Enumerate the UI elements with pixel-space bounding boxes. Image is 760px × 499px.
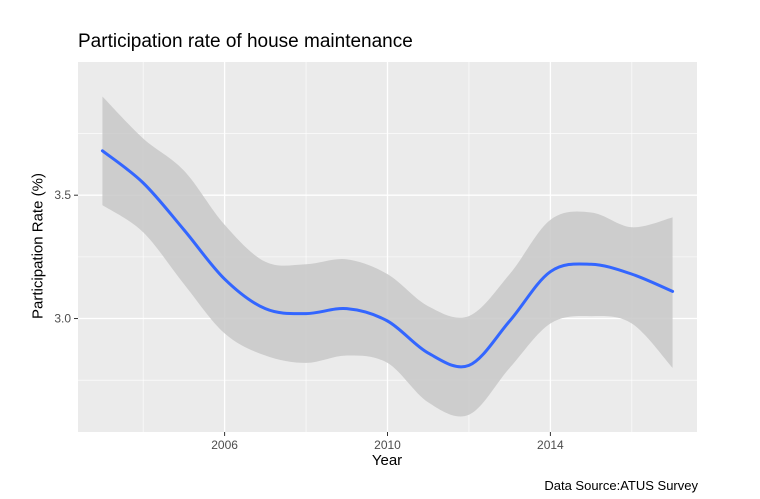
x-tick-label: 2010	[374, 438, 401, 452]
x-tick-label: 2014	[537, 438, 564, 452]
y-tick-label: 3.5	[54, 188, 71, 202]
confidence-band	[102, 96, 673, 417]
source-caption: Data Source:ATUS Survey	[544, 478, 698, 493]
x-axis-label: Year	[371, 452, 403, 469]
y-axis-label: Participation Rate (%)	[29, 173, 47, 319]
series-line	[100, 149, 675, 369]
x-tick-label: 2006	[211, 438, 238, 452]
y-tick-label: 3.0	[54, 312, 71, 326]
chart-title: Participation rate of house maintenance	[78, 31, 413, 52]
